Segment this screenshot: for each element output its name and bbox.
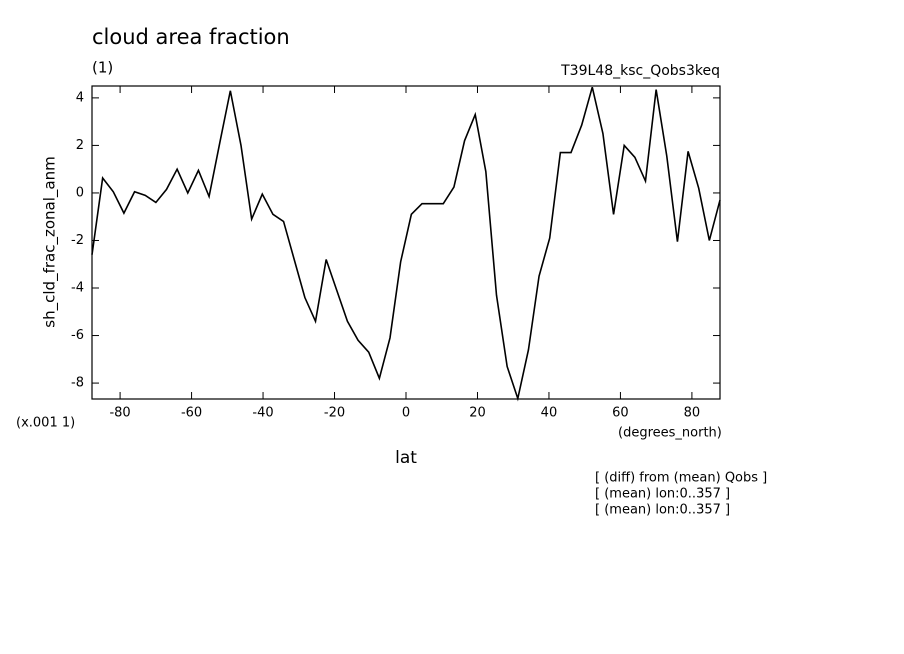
note: [ (mean) lon:0..357 ]	[595, 503, 730, 518]
x-tick-label: 60	[612, 406, 629, 421]
x-tick-label: 80	[684, 406, 701, 421]
experiment-label: T39L48_ksc_Qobs3keq	[560, 63, 720, 79]
x-tick-label: 40	[541, 406, 558, 421]
y-scale-note: (x.001 1)	[16, 416, 75, 431]
x-tick-label: -60	[181, 406, 202, 421]
x-tick-label: 20	[469, 406, 486, 421]
x-tick-label: -20	[324, 406, 345, 421]
x-tick-label: 0	[402, 406, 410, 421]
x-tick-label: -40	[252, 406, 273, 421]
x-units: (degrees_north)	[618, 426, 722, 441]
y-tick-label: -2	[71, 233, 84, 248]
chart-title: cloud area fraction	[92, 25, 290, 49]
y-tick-label: 4	[76, 90, 84, 105]
y-tick-label: -8	[71, 376, 84, 391]
y-axis-label: sh_cld_frac_zonal_anm	[41, 156, 60, 327]
y-tick-label: 0	[76, 185, 84, 200]
y-tick-label: -4	[71, 281, 84, 296]
note: [ (mean) lon:0..357 ]	[595, 487, 730, 502]
y-tick-label: -6	[71, 328, 84, 343]
note: [ (diff) from (mean) Qobs ]	[595, 471, 767, 486]
x-axis-label: lat	[395, 448, 417, 468]
x-tick-label: -80	[109, 406, 130, 421]
y-tick-label: 2	[76, 138, 84, 153]
data-line	[91, 86, 721, 402]
subtitle: (1)	[92, 59, 113, 77]
plot-frame	[91, 85, 721, 400]
